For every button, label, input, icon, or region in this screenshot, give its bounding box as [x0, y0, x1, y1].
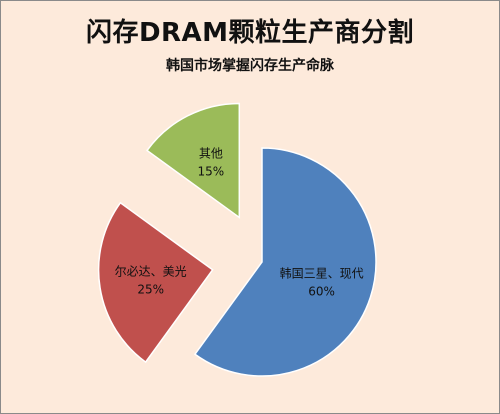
pie-slice: [193, 147, 377, 377]
pie-slice: [146, 102, 241, 219]
slice-value-label: 15%: [197, 165, 224, 179]
chart-subtitle: 韩国市场掌握闪存生产命脉: [166, 58, 334, 74]
slice-value-label: 60%: [308, 284, 335, 298]
pie-slice: [97, 201, 214, 364]
slice-value-label: 25%: [137, 283, 164, 297]
slice-label: 尔必达、美光: [115, 264, 187, 279]
slice-label: 韩国三星、现代: [280, 265, 364, 280]
slice-label: 其他: [199, 147, 223, 161]
chart-title: 闪存DRAM颗粒生产商分割: [85, 18, 415, 48]
